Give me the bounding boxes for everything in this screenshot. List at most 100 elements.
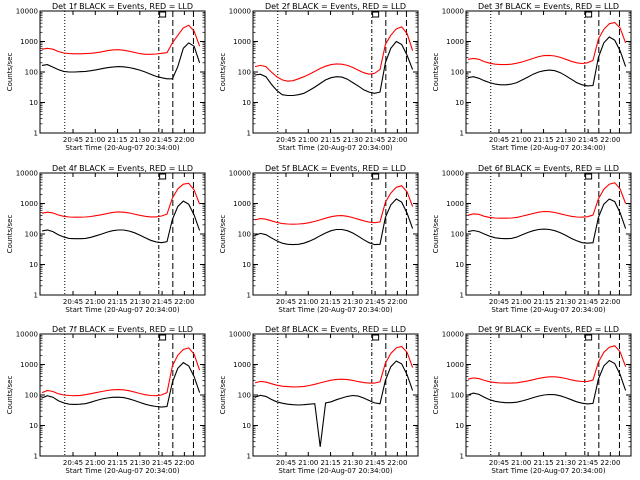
y-tick-label: 1 <box>247 130 251 138</box>
y-tick-label: 10000 <box>229 8 251 16</box>
panel-title: Det 1f BLACK = Events, RED = LLD <box>52 2 193 11</box>
y-tick-label: 100 <box>451 69 464 77</box>
interval-box-marker <box>159 11 167 18</box>
series-red <box>467 345 627 384</box>
x-tick-label: 22:00 <box>387 136 407 144</box>
x-tick-label: 21:30 <box>556 136 576 144</box>
x-tick-label: 21:45 <box>152 298 172 306</box>
y-axis-label: Counts/sec <box>6 53 14 92</box>
series-black <box>254 40 414 97</box>
series-black <box>41 200 201 244</box>
y-tick-label: 10000 <box>16 8 38 16</box>
panel-det-1: Det 1f BLACK = Events, RED = LLD 10000 100… <box>6 2 206 152</box>
series-black <box>467 198 627 244</box>
y-tick-label: 10000 <box>442 8 464 16</box>
panel-title: Det 6f BLACK = Events, RED = LLD <box>478 164 619 173</box>
y-tick-label: 10 <box>29 422 38 430</box>
x-tick-label: 21:30 <box>556 459 576 467</box>
y-axis-label: Counts/sec <box>432 215 440 254</box>
y-tick-label: 100 <box>238 231 251 239</box>
x-tick-label: 21:45 <box>365 459 385 467</box>
y-axis-label: Counts/sec <box>6 215 14 254</box>
y-tick-label: 1000 <box>233 200 251 208</box>
interval-box-marker <box>585 173 593 180</box>
x-tick-label: 21:15 <box>320 459 340 467</box>
x-tick-label: 21:15 <box>320 298 340 306</box>
x-tick-label: 21:30 <box>343 298 363 306</box>
x-tick-label: 20:45 <box>489 459 509 467</box>
series-black <box>41 42 201 80</box>
series-red <box>41 347 201 397</box>
y-tick-label: 10 <box>29 261 38 269</box>
x-tick-label: 22:00 <box>600 136 620 144</box>
x-tick-label: 21:15 <box>320 136 340 144</box>
panel-det-2: Det 2f BLACK = Events, RED = LLD 10000 100… <box>219 2 419 152</box>
y-axis-label: Counts/sec <box>432 53 440 92</box>
x-tick-label: 21:45 <box>365 136 385 144</box>
x-axis-label: Start Time (20-Aug-07 20:34:00) <box>278 144 392 152</box>
y-tick-label: 1 <box>34 130 38 138</box>
series-black <box>467 359 627 405</box>
series-red <box>254 345 414 388</box>
x-tick-label: 20:45 <box>63 136 83 144</box>
panel-title: Det 2f BLACK = Events, RED = LLD <box>265 2 406 11</box>
y-tick-label: 10 <box>242 422 251 430</box>
x-tick-label: 22:00 <box>387 298 407 306</box>
x-tick-label: 21:00 <box>85 459 105 467</box>
interval-box-marker <box>372 11 380 18</box>
interval-box-marker <box>585 334 593 341</box>
x-tick-label: 20:45 <box>63 298 83 306</box>
x-tick-label: 22:00 <box>600 459 620 467</box>
y-tick-label: 1000 <box>233 38 251 46</box>
panel-title: Det 9f BLACK = Events, RED = LLD <box>478 325 619 334</box>
y-tick-label: 1 <box>34 453 38 461</box>
x-tick-label: 21:45 <box>152 136 172 144</box>
x-tick-label: 21:30 <box>130 459 150 467</box>
y-tick-label: 10 <box>455 99 464 107</box>
x-axis-label: Start Time (20-Aug-07 20:34:00) <box>278 467 392 475</box>
x-axis-label: Start Time (20-Aug-07 20:34:00) <box>65 306 179 314</box>
y-tick-label: 1 <box>460 130 464 138</box>
y-tick-label: 1000 <box>20 361 38 369</box>
panel-det-6: Det 6f BLACK = Events, RED = LLD 10000 100… <box>432 164 632 314</box>
x-tick-label: 22:00 <box>174 136 194 144</box>
series-red <box>467 21 627 66</box>
y-tick-label: 1000 <box>233 361 251 369</box>
y-tick-label: 10000 <box>16 170 38 178</box>
x-tick-label: 21:30 <box>130 136 150 144</box>
y-axis-label: Counts/sec <box>219 215 227 254</box>
y-tick-label: 100 <box>238 392 251 400</box>
y-tick-label: 100 <box>25 69 38 77</box>
x-tick-label: 21:30 <box>343 459 363 467</box>
series-black <box>467 36 627 87</box>
x-tick-label: 21:15 <box>107 459 127 467</box>
x-tick-label: 20:45 <box>489 298 509 306</box>
x-tick-label: 21:15 <box>107 298 127 306</box>
y-tick-label: 1000 <box>446 361 464 369</box>
x-tick-label: 21:00 <box>85 298 105 306</box>
x-axis-label: Start Time (20-Aug-07 20:34:00) <box>491 306 605 314</box>
y-tick-label: 10 <box>242 99 251 107</box>
y-tick-label: 10 <box>242 261 251 269</box>
x-tick-label: 21:00 <box>511 136 531 144</box>
y-tick-label: 10000 <box>229 170 251 178</box>
x-tick-label: 21:00 <box>511 459 531 467</box>
series-black <box>254 198 414 246</box>
panel-det-3: Det 3f BLACK = Events, RED = LLD 10000 100… <box>432 2 632 152</box>
x-tick-label: 21:30 <box>556 298 576 306</box>
panel-det-5: Det 5f BLACK = Events, RED = LLD 10000 100… <box>219 164 419 314</box>
x-tick-label: 22:00 <box>600 298 620 306</box>
x-tick-label: 21:15 <box>533 136 553 144</box>
y-tick-label: 1000 <box>446 38 464 46</box>
y-tick-label: 10 <box>29 99 38 107</box>
interval-box-marker <box>159 173 167 180</box>
series-black <box>41 361 201 408</box>
panel-title: Det 5f BLACK = Events, RED = LLD <box>265 164 406 173</box>
panel-title: Det 4f BLACK = Events, RED = LLD <box>52 164 193 173</box>
x-tick-label: 21:30 <box>130 298 150 306</box>
y-axis-label: Counts/sec <box>219 376 227 415</box>
y-tick-label: 1 <box>247 453 251 461</box>
series-red <box>254 26 414 82</box>
x-tick-label: 20:45 <box>63 459 83 467</box>
series-black <box>254 360 414 447</box>
